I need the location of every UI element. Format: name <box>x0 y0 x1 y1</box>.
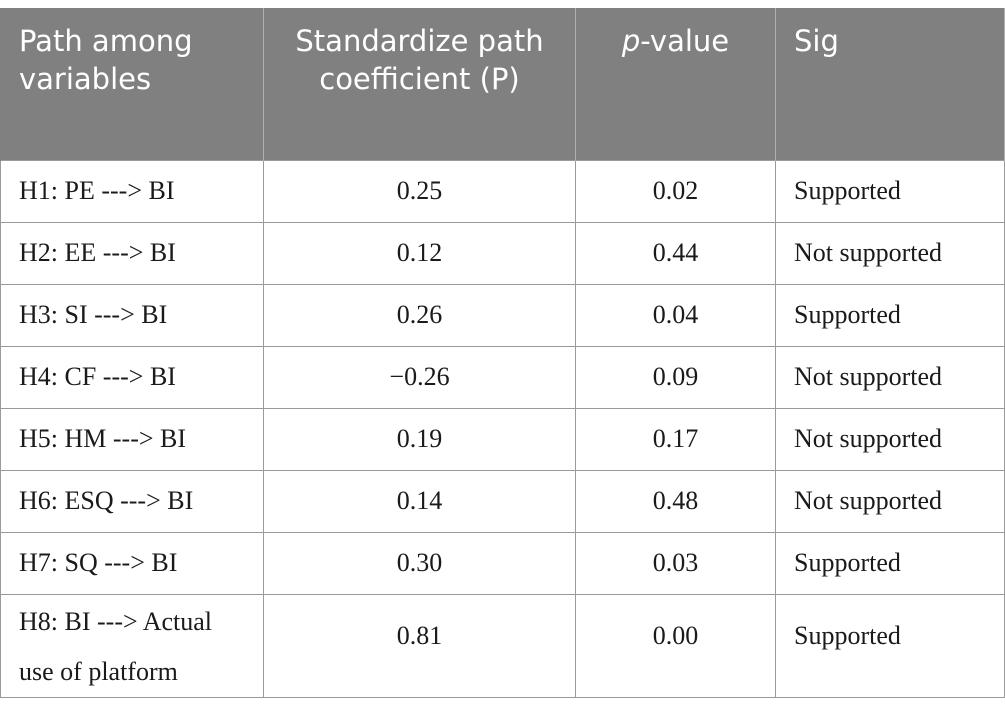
cell-sig: Not supported <box>775 221 1005 285</box>
table-row: H7: SQ ---˃ BI 0.30 0.03 Supported <box>0 531 1005 595</box>
header-p-value: p-value <box>575 8 776 160</box>
cell-coefficient: 0.19 <box>263 407 576 471</box>
header-sig: Sig <box>775 8 1005 160</box>
table-row: H1: PE ---˃ BI 0.25 0.02 Supported <box>0 159 1005 223</box>
cell-coefficient: 0.81 <box>263 593 576 698</box>
cell-sig: Not supported <box>775 407 1005 471</box>
cell-path: H2: EE ---˃ BI <box>0 221 264 285</box>
cell-p-value: 0.09 <box>575 345 776 409</box>
cell-coefficient: −0.26 <box>263 345 576 409</box>
cell-path: H7: SQ ---˃ BI <box>0 531 264 595</box>
cell-p-value: 0.00 <box>575 593 776 698</box>
table-row: H2: EE ---˃ BI 0.12 0.44 Not supported <box>0 221 1005 285</box>
cell-sig: Supported <box>775 159 1005 223</box>
cell-p-value: 0.04 <box>575 283 776 347</box>
cell-p-value: 0.17 <box>575 407 776 471</box>
header-path: Path among variables <box>0 8 264 160</box>
table-row: H6: ESQ ---˃ BI 0.14 0.48 Not supported <box>0 469 1005 533</box>
cell-sig: Not supported <box>775 469 1005 533</box>
table-header: Path among variables Standardize path co… <box>0 8 1005 160</box>
cell-path: H8: BI ---˃ Actual use of platform <box>0 593 264 698</box>
cell-coefficient: 0.25 <box>263 159 576 223</box>
cell-p-value: 0.44 <box>575 221 776 285</box>
cell-p-value: 0.02 <box>575 159 776 223</box>
cell-coefficient: 0.30 <box>263 531 576 595</box>
cell-sig: Not supported <box>775 345 1005 409</box>
cell-sig: Supported <box>775 531 1005 595</box>
cell-path: H4: CF ---˃ BI <box>0 345 264 409</box>
cell-p-value: 0.48 <box>575 469 776 533</box>
cell-coefficient: 0.14 <box>263 469 576 533</box>
cell-coefficient: 0.12 <box>263 221 576 285</box>
cell-path: H3: SI ---˃ BI <box>0 283 264 347</box>
cell-sig: Supported <box>775 283 1005 347</box>
header-coefficient: Standardize path coefficient (P) <box>263 8 576 160</box>
cell-p-value: 0.03 <box>575 531 776 595</box>
cell-path: H1: PE ---˃ BI <box>0 159 264 223</box>
table-row: H4: CF ---˃ BI −0.26 0.09 Not supported <box>0 345 1005 409</box>
table-row: H3: SI ---˃ BI 0.26 0.04 Supported <box>0 283 1005 347</box>
cell-coefficient: 0.26 <box>263 283 576 347</box>
cell-sig: Supported <box>775 593 1005 698</box>
table-row: H5: HM ---˃ BI 0.19 0.17 Not supported <box>0 407 1005 471</box>
header-p-italic: p <box>621 24 641 58</box>
table-row: H8: BI ---˃ Actual use of platform 0.81 … <box>0 593 1005 698</box>
cell-path: H6: ESQ ---˃ BI <box>0 469 264 533</box>
cell-path: H5: HM ---˃ BI <box>0 407 264 471</box>
table-body: H1: PE ---˃ BI 0.25 0.02 Supported H2: E… <box>0 159 1005 698</box>
header-row: Path among variables Standardize path co… <box>0 8 1005 160</box>
header-p-suffix: -value <box>640 24 730 58</box>
results-table: Path among variables Standardize path co… <box>0 8 1005 698</box>
